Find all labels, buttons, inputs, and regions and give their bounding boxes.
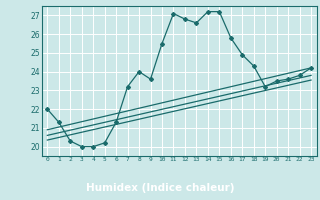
- Text: Humidex (Indice chaleur): Humidex (Indice chaleur): [86, 183, 234, 193]
